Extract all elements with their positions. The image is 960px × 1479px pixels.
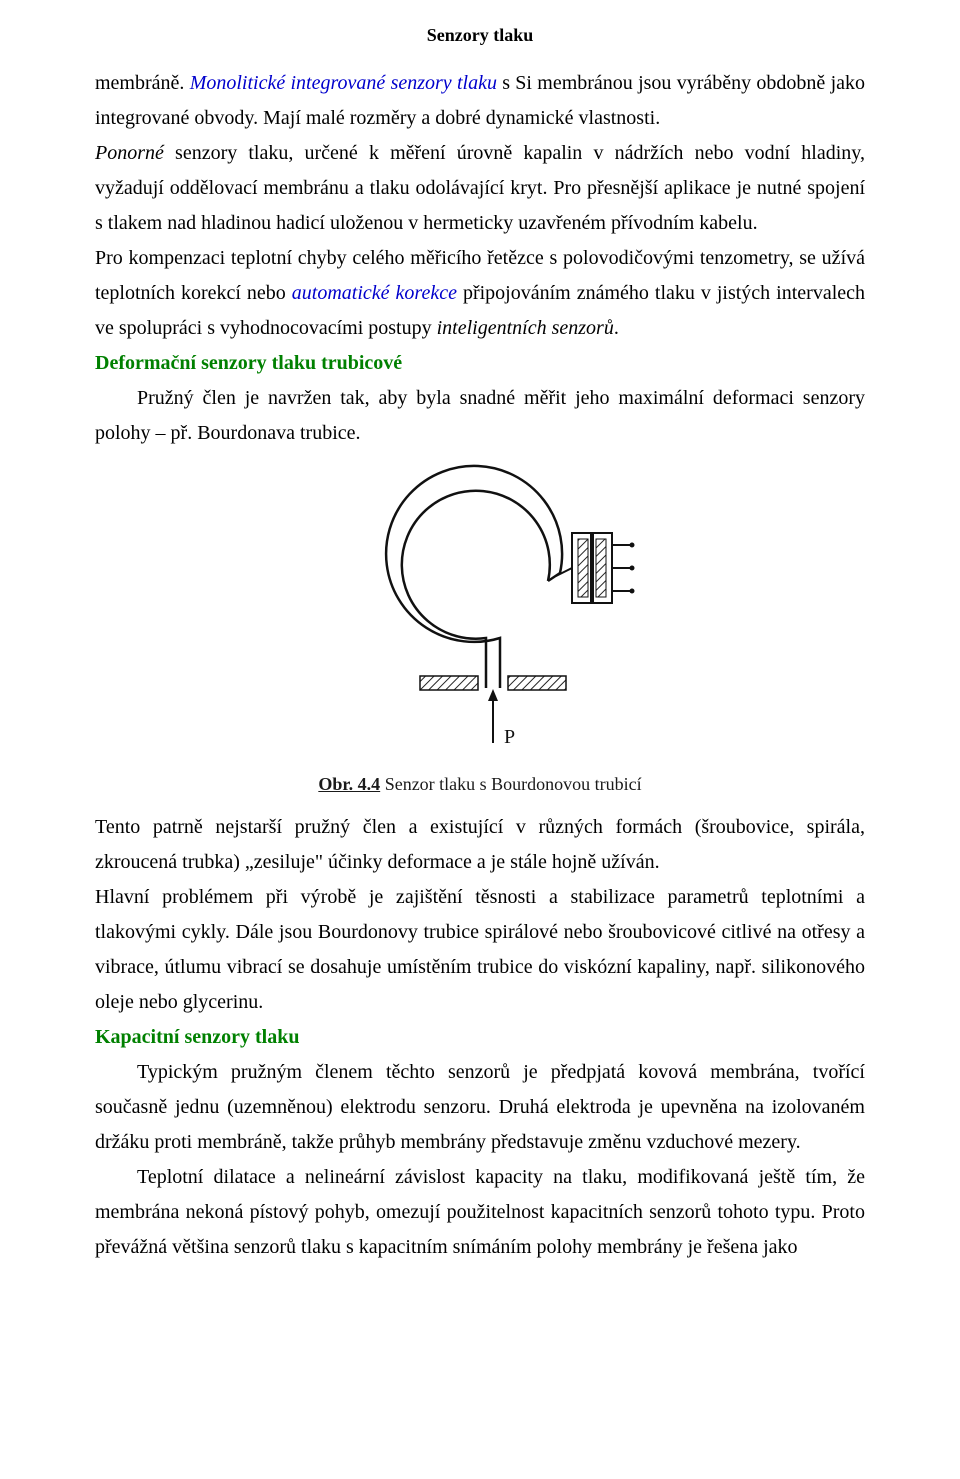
page: Senzory tlaku membráně. Monolitické inte… xyxy=(0,0,960,1305)
heading-deformation: Deformační senzory tlaku trubicové xyxy=(95,346,865,381)
heading-capacitive: Kapacitní senzory tlaku xyxy=(95,1020,865,1055)
paragraph-4: Pružný člen je navržen tak, aby byla sna… xyxy=(95,381,865,451)
text: membráně. xyxy=(95,72,190,94)
paragraph-5: Tento patrně nejstarší pružný člen a exi… xyxy=(95,810,865,880)
paragraph-1: membráně. Monolitické integrované senzor… xyxy=(95,66,865,136)
term-ponorne: Ponorné xyxy=(95,142,164,164)
text: . xyxy=(614,317,619,339)
figure-caption-text: Senzor tlaku s Bourdonovou trubicí xyxy=(380,774,641,794)
figure-caption: Obr. 4.4 Senzor tlaku s Bourdonovou trub… xyxy=(95,769,865,801)
paragraph-6: Hlavní problémem při výrobě je zajištění… xyxy=(95,880,865,1020)
figure-caption-number: Obr. 4.4 xyxy=(318,774,380,794)
paragraph-8: Teplotní dilatace a nelineární závislost… xyxy=(95,1160,865,1265)
figure-label-p: P xyxy=(504,726,515,748)
paragraph-3: Pro kompenzaci teplotní chyby celého měř… xyxy=(95,241,865,346)
term-auto-correction: automatické korekce xyxy=(292,282,457,304)
paragraph-2: Ponorné senzory tlaku, určené k měření ú… xyxy=(95,136,865,241)
doc-title: Senzory tlaku xyxy=(95,20,865,52)
figure-svg: P xyxy=(290,463,670,765)
text: senzory tlaku, určené k měření úrovně ka… xyxy=(95,142,865,234)
figure-bourdon: P xyxy=(95,463,865,801)
paragraph-7: Typickým pružným členem těchto senzorů j… xyxy=(95,1055,865,1160)
sensor-block xyxy=(572,533,635,603)
term-monolithic: Monolitické integrované senzory tlaku xyxy=(190,72,497,94)
term-intelligent-sensors: inteligentních senzorů xyxy=(437,317,614,339)
